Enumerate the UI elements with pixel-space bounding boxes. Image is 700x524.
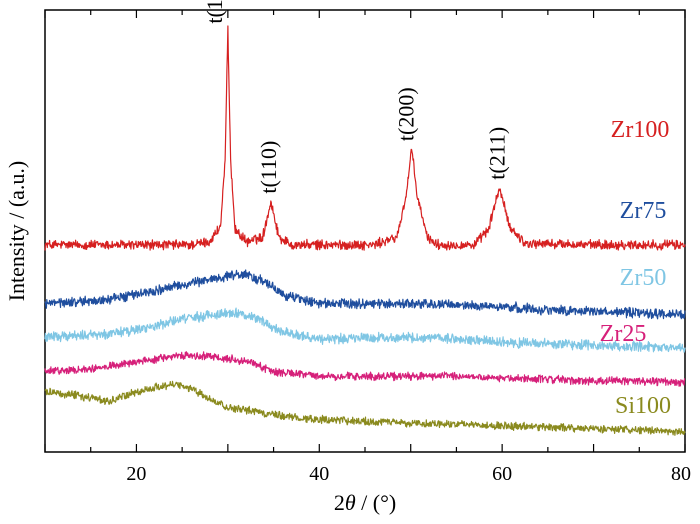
peak-label-t200: t(200) — [394, 87, 419, 141]
x-tick-label-80: 80 — [671, 463, 691, 485]
series-line-zr100 — [44, 25, 686, 251]
series-label-zr100: Zr100 — [611, 117, 670, 143]
series-label-si100: Si100 — [615, 393, 671, 419]
peak-label-t211: t(211) — [484, 127, 509, 180]
series-layer — [44, 25, 686, 436]
peak-annotations: t(100) t(110) t(200) t(211) — [202, 0, 510, 194]
series-line-zr75 — [44, 269, 686, 320]
x-axis-ticks: 20 40 60 80 — [44, 10, 691, 485]
x-tick-label-60: 60 — [492, 463, 512, 485]
series-label-zr25: Zr25 — [600, 321, 647, 347]
x-tick-label-40: 40 — [309, 463, 329, 485]
x-axis-label-prefix: 2 — [334, 490, 345, 515]
x-tick-label-20: 20 — [126, 463, 146, 485]
series-label-zr50: Zr50 — [620, 265, 667, 291]
x-axis-label-theta: θ — [345, 490, 356, 515]
series-label-zr75: Zr75 — [620, 198, 667, 224]
series-line-si100 — [44, 380, 686, 436]
y-axis-label: Intensity / (a.u.) — [4, 161, 29, 302]
peak-label-t100: t(100) — [202, 0, 227, 24]
x-axis-label-unit: / (°) — [356, 490, 397, 515]
plot-frame — [44, 9, 686, 453]
peak-label-t110: t(110) — [256, 141, 281, 194]
x-axis-label: 2θ / (°) — [334, 490, 396, 515]
series-line-zr50 — [44, 307, 686, 353]
series-line-zr25 — [44, 351, 686, 387]
series-labels: Zr100 Zr75 Zr50 Zr25 Si100 — [600, 117, 671, 419]
